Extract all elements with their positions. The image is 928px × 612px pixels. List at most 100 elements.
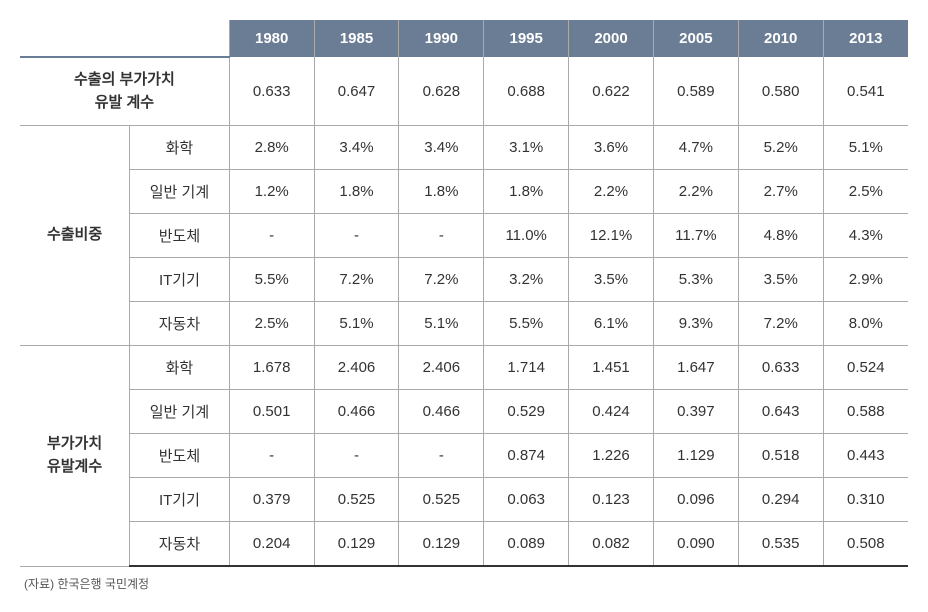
data-cell: 5.1%	[823, 126, 908, 170]
data-cell: 0.541	[823, 57, 908, 126]
header-row: 1980 1985 1990 1995 2000 2005 2010 2013	[20, 20, 908, 57]
data-cell: 2.406	[399, 346, 484, 390]
data-cell: 3.5%	[569, 258, 654, 302]
label-line: 유발 계수	[95, 94, 154, 111]
sub-label: 반도체	[130, 214, 230, 258]
data-cell: 2.2%	[569, 170, 654, 214]
data-cell: 7.2%	[314, 258, 399, 302]
group-label-export-share: 수출비중	[20, 126, 130, 346]
data-cell: 0.589	[653, 57, 738, 126]
data-cell: 0.397	[653, 390, 738, 434]
sub-label: IT기기	[130, 258, 230, 302]
data-cell: 5.2%	[738, 126, 823, 170]
table-body: 수출의 부가가치 유발 계수 0.633 0.647 0.628 0.688 0…	[20, 57, 908, 566]
data-cell: 0.466	[314, 390, 399, 434]
data-cell: 9.3%	[653, 302, 738, 346]
table-row: 일반 기계 0.501 0.466 0.466 0.529 0.424 0.39…	[20, 390, 908, 434]
label-line: 유발계수	[47, 458, 102, 475]
data-cell: 1.451	[569, 346, 654, 390]
year-header: 2013	[823, 20, 908, 57]
data-cell: 0.525	[399, 478, 484, 522]
data-cell: -	[399, 214, 484, 258]
data-cell: 0.688	[484, 57, 569, 126]
data-cell: 2.7%	[738, 170, 823, 214]
data-cell: 8.0%	[823, 302, 908, 346]
year-header: 2010	[738, 20, 823, 57]
data-cell: 0.310	[823, 478, 908, 522]
data-cell: 0.622	[569, 57, 654, 126]
group-label-value-added: 부가가치 유발계수	[20, 346, 130, 567]
table-row: IT기기 0.379 0.525 0.525 0.063 0.123 0.096…	[20, 478, 908, 522]
data-cell: 0.643	[738, 390, 823, 434]
data-cell: 7.2%	[399, 258, 484, 302]
table-row: 수출비중 화학 2.8% 3.4% 3.4% 3.1% 3.6% 4.7% 5.…	[20, 126, 908, 170]
data-cell: 0.628	[399, 57, 484, 126]
table-row: 반도체 - - - 0.874 1.226 1.129 0.518 0.443	[20, 434, 908, 478]
label-line: 부가가치	[47, 435, 102, 452]
data-cell: 6.1%	[569, 302, 654, 346]
data-cell: 11.7%	[653, 214, 738, 258]
label-line: 수출의 부가가치	[74, 71, 175, 88]
data-cell: -	[314, 214, 399, 258]
table-row: 자동차 2.5% 5.1% 5.1% 5.5% 6.1% 9.3% 7.2% 8…	[20, 302, 908, 346]
data-cell: 5.5%	[229, 258, 314, 302]
data-cell: -	[229, 214, 314, 258]
data-cell: 7.2%	[738, 302, 823, 346]
data-cell: 1.226	[569, 434, 654, 478]
data-cell: -	[399, 434, 484, 478]
year-header: 1980	[229, 20, 314, 57]
sub-label: 화학	[130, 346, 230, 390]
data-cell: 1.647	[653, 346, 738, 390]
data-cell: 1.678	[229, 346, 314, 390]
blank-header-cell	[20, 20, 229, 57]
year-header: 1990	[399, 20, 484, 57]
data-cell: 5.1%	[399, 302, 484, 346]
data-cell: 3.2%	[484, 258, 569, 302]
data-cell: 1.8%	[484, 170, 569, 214]
data-cell: 2.2%	[653, 170, 738, 214]
year-header: 1985	[314, 20, 399, 57]
data-cell: 0.647	[314, 57, 399, 126]
data-cell: 0.443	[823, 434, 908, 478]
data-cell: 1.714	[484, 346, 569, 390]
data-cell: 5.1%	[314, 302, 399, 346]
data-cell: 4.7%	[653, 126, 738, 170]
data-cell: 2.5%	[823, 170, 908, 214]
data-cell: 3.4%	[399, 126, 484, 170]
data-cell: 2.8%	[229, 126, 314, 170]
data-cell: 0.089	[484, 522, 569, 567]
table-row: 일반 기계 1.2% 1.8% 1.8% 1.8% 2.2% 2.2% 2.7%…	[20, 170, 908, 214]
data-cell: 0.518	[738, 434, 823, 478]
data-cell: 3.4%	[314, 126, 399, 170]
sub-label: 자동차	[130, 522, 230, 567]
data-cell: 4.8%	[738, 214, 823, 258]
data-cell: 0.633	[229, 57, 314, 126]
data-cell: 0.123	[569, 478, 654, 522]
data-cell: 0.524	[823, 346, 908, 390]
data-cell: 0.874	[484, 434, 569, 478]
data-cell: 0.529	[484, 390, 569, 434]
data-cell: 1.8%	[399, 170, 484, 214]
data-cell: 11.0%	[484, 214, 569, 258]
data-cell: 0.063	[484, 478, 569, 522]
data-cell: 2.5%	[229, 302, 314, 346]
data-cell: 0.379	[229, 478, 314, 522]
data-table: 1980 1985 1990 1995 2000 2005 2010 2013 …	[20, 20, 908, 567]
data-cell: -	[314, 434, 399, 478]
data-cell: 0.129	[399, 522, 484, 567]
data-cell: 0.501	[229, 390, 314, 434]
data-cell: 0.580	[738, 57, 823, 126]
data-cell: 0.096	[653, 478, 738, 522]
year-header: 1995	[484, 20, 569, 57]
year-header: 2005	[653, 20, 738, 57]
sub-label: 일반 기계	[130, 390, 230, 434]
sub-label: 일반 기계	[130, 170, 230, 214]
data-cell: 1.8%	[314, 170, 399, 214]
data-cell: 0.525	[314, 478, 399, 522]
data-cell: 4.3%	[823, 214, 908, 258]
table-row: 반도체 - - - 11.0% 12.1% 11.7% 4.8% 4.3%	[20, 214, 908, 258]
sub-label: 반도체	[130, 434, 230, 478]
data-cell: 1.2%	[229, 170, 314, 214]
table-row: IT기기 5.5% 7.2% 7.2% 3.2% 3.5% 5.3% 3.5% …	[20, 258, 908, 302]
data-cell: 3.6%	[569, 126, 654, 170]
